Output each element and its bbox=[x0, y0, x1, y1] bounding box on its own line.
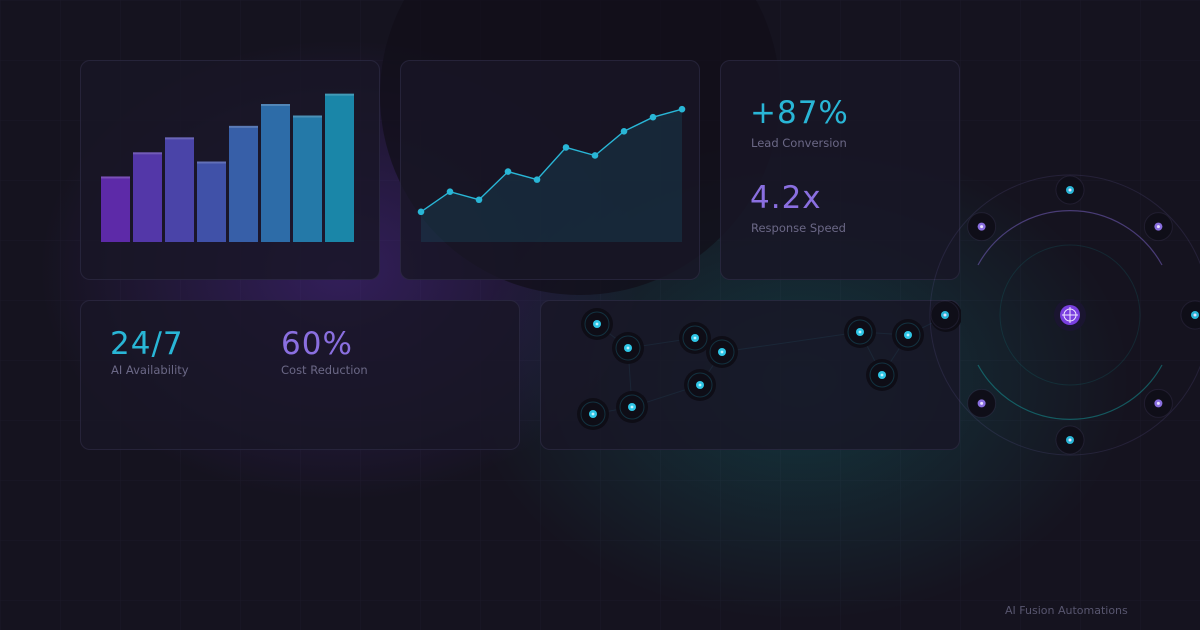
bar bbox=[325, 93, 354, 243]
bar-highlight bbox=[197, 161, 226, 164]
response-speed-value: 4.2x bbox=[750, 180, 822, 216]
hub-dot-icon bbox=[706, 336, 738, 368]
data-point bbox=[475, 196, 483, 204]
bar bbox=[101, 176, 130, 242]
bar bbox=[133, 152, 162, 242]
hub-dot-icon bbox=[679, 322, 711, 354]
data-point bbox=[562, 144, 570, 151]
data-point bbox=[417, 208, 425, 216]
inner-orbit-ring bbox=[999, 244, 1141, 386]
network-card bbox=[540, 300, 961, 450]
network-graph bbox=[577, 301, 961, 430]
cost-reduction-label: Cost Reduction bbox=[281, 363, 368, 377]
bar-highlight bbox=[261, 104, 290, 106]
arrow-down-icon bbox=[1055, 425, 1085, 455]
bar-highlight bbox=[325, 93, 354, 96]
bar-chart-card bbox=[80, 60, 380, 280]
series-line bbox=[420, 108, 683, 213]
brand-footer: AI Fusion Automations bbox=[1005, 604, 1128, 617]
crosshair-icon bbox=[1054, 299, 1086, 331]
cost-reduction-value: 60% bbox=[281, 326, 353, 362]
bar-chart bbox=[101, 93, 354, 243]
hub-dot-icon bbox=[577, 398, 609, 430]
data-point bbox=[620, 128, 628, 135]
data-point bbox=[649, 113, 657, 121]
hub-dot-icon bbox=[892, 319, 924, 351]
line-chart-card bbox=[400, 60, 700, 280]
bar-highlight bbox=[133, 152, 162, 155]
hub-dot-icon bbox=[844, 316, 876, 348]
orbit-arc-bottom bbox=[977, 364, 1163, 420]
diamond-icon bbox=[1143, 212, 1173, 242]
bar bbox=[293, 115, 322, 242]
bar bbox=[165, 137, 194, 242]
hub-dot-icon bbox=[866, 359, 898, 391]
data-point bbox=[678, 105, 686, 113]
lead-conversion-label: Lead Conversion bbox=[751, 136, 847, 150]
availability-card: 24/7 AI Availability 60% Cost Reduction bbox=[80, 300, 520, 450]
orbit-diagram bbox=[929, 174, 1200, 456]
bar-highlight bbox=[165, 137, 194, 140]
orbit-arc-top bbox=[977, 210, 1163, 266]
hub-dot-icon bbox=[612, 332, 644, 364]
lead-conversion-value: +87% bbox=[750, 95, 849, 131]
metrics-card: +87% Lead Conversion 4.2x Response Speed bbox=[720, 60, 960, 280]
hub-dot-icon bbox=[581, 308, 613, 340]
data-point bbox=[591, 152, 599, 159]
ai-availability-value: 24/7 bbox=[110, 326, 184, 362]
outer-orbit-ring bbox=[929, 174, 1200, 456]
arrow-left-icon bbox=[930, 300, 960, 330]
data-point bbox=[446, 188, 454, 195]
bar bbox=[261, 104, 290, 242]
bar-highlight bbox=[229, 125, 258, 128]
line-chart bbox=[417, 105, 686, 242]
bar-highlight bbox=[101, 176, 130, 179]
diamond-icon bbox=[967, 212, 997, 242]
arrow-up-icon bbox=[1055, 175, 1085, 205]
ai-availability-label: AI Availability bbox=[111, 363, 189, 377]
bar-highlight bbox=[293, 115, 322, 118]
diamond-icon bbox=[967, 388, 997, 418]
arrow-right-icon bbox=[1180, 300, 1200, 330]
response-speed-label: Response Speed bbox=[751, 221, 846, 235]
bar bbox=[229, 125, 258, 242]
hub-dot-icon bbox=[684, 369, 716, 401]
data-point bbox=[533, 176, 541, 183]
bar bbox=[197, 161, 226, 242]
area-fill bbox=[421, 109, 682, 242]
data-point bbox=[504, 168, 512, 175]
network-edge bbox=[721, 331, 861, 353]
hub-dot-icon bbox=[616, 391, 648, 423]
diamond-icon bbox=[1143, 388, 1173, 418]
